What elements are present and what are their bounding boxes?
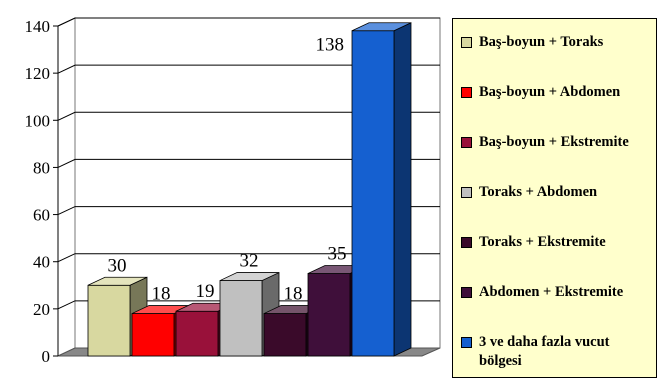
gridline: [57, 111, 440, 121]
data-label: 18: [284, 284, 303, 305]
bar-side: [393, 22, 412, 357]
y-axis: 0 20 40 60 80 100 120 140: [25, 17, 59, 366]
legend-swatch: [461, 87, 472, 98]
legend-label: Baş-boyun + Ekstremite: [479, 134, 629, 150]
bars: [87, 22, 412, 357]
bar-chart: 0 20 40 60 80 100 120 140 30 18 19 32 18 35 138: [25, 17, 441, 366]
legend-label: Toraks + Abdomen: [479, 184, 598, 200]
data-label: 19: [196, 281, 215, 302]
gridline: [57, 253, 440, 263]
gridline: [57, 158, 440, 168]
data-label: 18: [152, 284, 171, 305]
bar-top: [351, 22, 412, 32]
y-tick-label: 140: [25, 17, 51, 36]
data-label: 35: [328, 244, 347, 265]
y-tick-label: 80: [33, 158, 50, 177]
y-tick-label: 100: [25, 111, 51, 130]
bar: [219, 271, 280, 357]
bar-top: [219, 272, 280, 281]
gridline: [57, 206, 440, 216]
legend-swatch: [461, 137, 472, 148]
legend-label: Baş-boyun + Toraks: [479, 34, 604, 50]
bar-front: [307, 273, 351, 357]
legend-swatch: [461, 337, 472, 348]
legend-label: Toraks + Ekstremite: [479, 234, 606, 250]
gridline: [57, 17, 440, 27]
legend-label: Abdomen + Ekstremite: [479, 284, 624, 300]
legend-swatch: [461, 187, 472, 198]
y-tick-label: 20: [33, 300, 50, 319]
legend-swatch: [461, 237, 472, 248]
bar-front: [175, 310, 219, 357]
y-tick-label: 40: [33, 253, 50, 272]
y-tick-label: 0: [42, 347, 51, 366]
data-label: 32: [240, 251, 259, 272]
bar-front: [351, 30, 395, 357]
bar-top: [87, 276, 148, 286]
bar-front: [263, 313, 307, 357]
legend-label: Baş-boyun + Abdomen: [479, 84, 621, 100]
data-label: 138: [316, 35, 345, 56]
bar: [351, 22, 412, 357]
bar-front: [87, 284, 131, 357]
legend-swatch: [461, 287, 472, 298]
data-label: 30: [108, 255, 127, 276]
y-tick-label: 120: [25, 64, 51, 83]
bar-front: [131, 313, 175, 357]
y-tick-label: 60: [33, 206, 50, 225]
legend-label: 3 ve daha fazla vucut bölgesi: [479, 334, 610, 369]
bar-front: [219, 280, 263, 357]
legend-swatch: [461, 37, 472, 48]
data-labels: 30 18 19 32 18 35 138: [108, 35, 347, 305]
gridlines: [57, 17, 440, 310]
gridline: [57, 64, 440, 74]
legend: Baş-boyun + Toraks Baş-boyun + Abdomen B…: [452, 18, 657, 378]
